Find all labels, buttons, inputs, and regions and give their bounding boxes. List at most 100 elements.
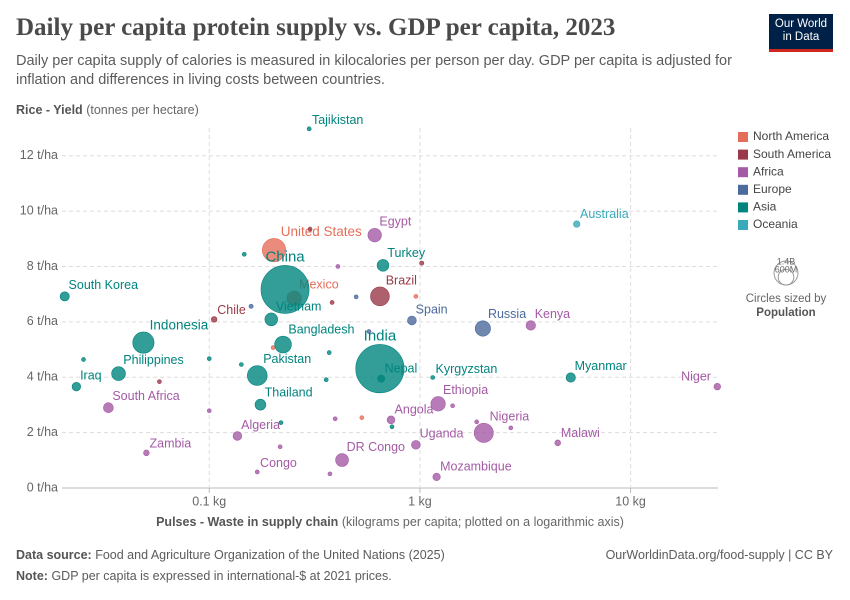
y-tick-label: 8 t/ha xyxy=(27,259,58,273)
point xyxy=(241,251,247,257)
point xyxy=(206,408,212,414)
logo-line: in Data xyxy=(782,31,820,43)
point xyxy=(376,259,390,272)
x-axis-label-unit: (kilograms per capita; plotted on a loga… xyxy=(342,515,624,529)
point xyxy=(474,320,491,337)
point xyxy=(254,469,260,475)
point xyxy=(386,415,396,425)
point xyxy=(565,372,576,383)
point xyxy=(327,471,333,477)
legend-swatch xyxy=(738,184,748,195)
size-legend-title: Circles sized by xyxy=(746,293,827,305)
point-label: DR Congo xyxy=(347,440,405,454)
point xyxy=(430,375,436,380)
point-label: Philippines xyxy=(123,353,183,367)
point xyxy=(450,403,455,409)
point xyxy=(554,439,561,447)
point xyxy=(353,294,359,300)
point xyxy=(262,238,287,263)
y-tick-label: 4 t/ha xyxy=(27,370,58,384)
point xyxy=(306,126,312,132)
chart-subtitle: Daily per capita supply of calories is m… xyxy=(16,53,732,88)
point-label: United States xyxy=(281,224,362,239)
point-label: Russia xyxy=(488,307,526,321)
x-axis-label-main: Pulses - Waste in supply chain xyxy=(156,515,338,529)
url[interactable]: OurWorldinData.org/food-supply | CC BY xyxy=(605,548,833,562)
point xyxy=(335,453,349,467)
source: Data source: Food and Agriculture Organi… xyxy=(16,548,445,562)
point-label: Spain xyxy=(416,302,448,316)
point xyxy=(59,291,70,302)
point xyxy=(274,335,292,354)
size-legend-label: 600M xyxy=(775,265,798,275)
point-label: Nigeria xyxy=(490,410,530,424)
point-label: Brazil xyxy=(386,273,417,287)
point-label: Congo xyxy=(260,456,297,470)
point xyxy=(247,365,268,386)
point xyxy=(407,315,417,326)
point xyxy=(323,377,329,383)
point-label: Angola xyxy=(395,402,434,416)
legend-swatch xyxy=(738,202,748,213)
logo-line: Our World xyxy=(774,18,828,30)
point-label: Chile xyxy=(217,303,246,317)
point xyxy=(143,449,150,456)
note: Note: GDP per capita is expressed in int… xyxy=(16,569,392,583)
chart-title: Daily per capita protein supply vs. GDP … xyxy=(16,14,616,41)
point xyxy=(254,398,267,411)
point xyxy=(206,356,212,361)
point-label: Nepal xyxy=(385,361,418,375)
point xyxy=(71,382,81,392)
legend-swatch xyxy=(738,149,748,160)
point xyxy=(81,357,86,362)
point xyxy=(111,366,126,381)
y-tick-label: 2 t/ha xyxy=(27,425,58,439)
point-label: China xyxy=(265,248,305,265)
size-legend-circle xyxy=(777,268,795,286)
point xyxy=(355,344,405,394)
note-text: GDP per capita is expressed in internati… xyxy=(51,569,392,583)
x-tick-label: 1 kg xyxy=(408,494,432,508)
legend-label: Africa xyxy=(753,164,784,178)
point-label: Mozambique xyxy=(440,459,512,473)
point xyxy=(239,362,244,367)
point xyxy=(432,472,441,481)
point-label: Turkey xyxy=(387,246,425,260)
point xyxy=(713,383,721,391)
point-label: Malawi xyxy=(561,426,600,440)
point-label: Uganda xyxy=(420,427,464,441)
point xyxy=(473,423,494,443)
point xyxy=(367,228,382,243)
point xyxy=(132,331,155,354)
point-label: Myanmar xyxy=(575,359,627,373)
point xyxy=(474,419,479,425)
point-label: Kenya xyxy=(535,307,570,321)
point-label: Indonesia xyxy=(150,318,209,333)
point xyxy=(260,265,310,314)
y-axis-label-main: Rice - Yield xyxy=(16,103,83,117)
grid: 0 t/ha 2 t/ha 4 t/ha 6 t/ha 8 t/ha 10 t/ha 12 … xyxy=(20,128,718,508)
point xyxy=(359,415,365,420)
x-tick-label: 0.1 kg xyxy=(192,494,226,508)
chart: Rice - Yield (tonnes per hectare) Pulses… xyxy=(16,103,831,529)
point-label: Niger xyxy=(681,370,711,384)
y-tick-label: 6 t/ha xyxy=(27,314,58,328)
legend-label: South America xyxy=(753,147,831,161)
point-label: Tajikistan xyxy=(312,113,363,127)
size-legend-variable: Population xyxy=(756,307,815,319)
x-tick-label: 10 kg xyxy=(615,494,646,508)
point xyxy=(335,264,341,269)
legend-label: North America xyxy=(753,129,829,143)
point xyxy=(525,320,536,331)
legend-swatch xyxy=(738,167,748,178)
legend: North America South America Africa Europe As… xyxy=(738,129,831,319)
legend-swatch xyxy=(738,132,748,142)
size-legend-label: 1.4B xyxy=(777,256,796,266)
logo[interactable]: Our World in Data xyxy=(769,14,833,52)
point xyxy=(248,303,254,309)
point-label: Thailand xyxy=(265,386,313,400)
point-label: South Korea xyxy=(69,278,139,292)
point-label: Iraq xyxy=(80,369,102,383)
